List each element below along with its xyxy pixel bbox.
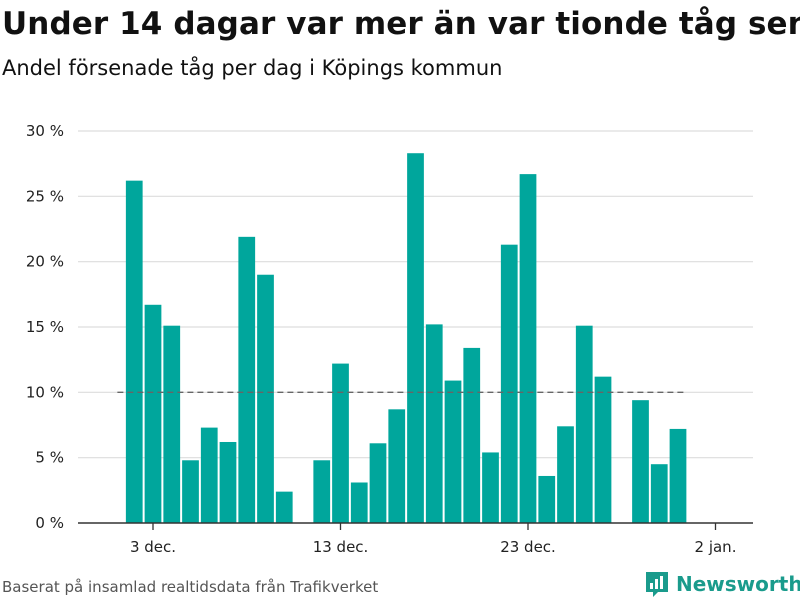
bar [538, 475, 556, 523]
chart-title: Under 14 dagar var mer än var tionde tåg… [2, 6, 800, 42]
bar [219, 441, 237, 523]
bar [257, 274, 274, 523]
x-tick-label: 23 dec. [500, 538, 556, 556]
bar [125, 180, 143, 524]
newsworthy-logo-icon [646, 572, 668, 597]
bar [238, 236, 256, 523]
bar [557, 426, 574, 523]
bar [200, 427, 218, 523]
bar [350, 482, 368, 523]
bar [407, 153, 424, 524]
y-tick-label: 5 % [35, 449, 64, 467]
y-tick-label: 0 % [35, 514, 64, 532]
bars [125, 153, 687, 524]
x-tick-label: 3 dec. [130, 538, 176, 556]
bar [519, 174, 537, 523]
brand-name: Newsworthy [676, 572, 800, 596]
bar [650, 464, 668, 523]
bar [332, 363, 349, 523]
axes: 0 % 5 % 10 % 15 % 20 % 25 % 30 % 3 dec. 13 dec. 2… [26, 122, 753, 556]
bar [575, 325, 593, 523]
bar [594, 376, 612, 523]
bar [388, 409, 406, 523]
bar [500, 244, 518, 523]
bar [369, 443, 387, 523]
x-tick-label: 2 jan. [695, 538, 737, 556]
bar [313, 460, 331, 523]
newsworthy-logo: Newsworthy [644, 569, 800, 599]
bar [463, 347, 481, 523]
source-note: Baserat på insamlad realtidsdata från Tr… [2, 578, 379, 596]
bar [275, 491, 293, 523]
x-tick-label: 13 dec. [313, 538, 369, 556]
bar [182, 460, 199, 523]
bar [482, 452, 499, 523]
y-tick-label: 30 % [26, 122, 64, 140]
bar [144, 304, 162, 523]
chart-subtitle: Andel försenade tåg per dag i Köpings ko… [2, 56, 503, 80]
y-tick-label: 10 % [26, 383, 64, 401]
bar [669, 428, 687, 523]
bar [632, 400, 649, 523]
bar [425, 324, 443, 523]
y-tick-label: 20 % [26, 253, 64, 271]
bar [163, 325, 181, 523]
y-tick-label: 15 % [26, 318, 64, 336]
bar [444, 380, 462, 523]
y-tick-label: 25 % [26, 187, 64, 205]
